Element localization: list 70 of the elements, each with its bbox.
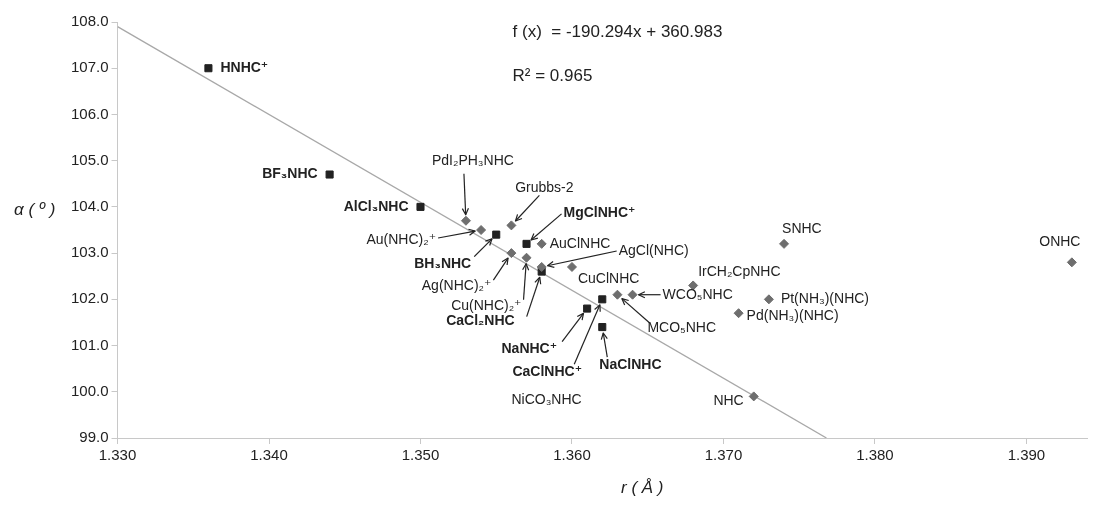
point — [583, 304, 592, 313]
annotation: Pd(NH₃)(NHC) — [746, 307, 839, 324]
annotation: HNHC⁺ — [220, 59, 269, 76]
point — [204, 64, 213, 73]
point — [748, 391, 759, 402]
annotation: BF₃NHC — [262, 165, 318, 182]
x-tick-label: 1.340 — [250, 446, 288, 464]
annotation: MCO₅NHC — [647, 318, 717, 335]
annotation: WCO₅NHC — [662, 285, 733, 302]
y-tick-label: 100.0 — [70, 381, 109, 399]
point — [733, 308, 744, 319]
point — [598, 323, 607, 332]
point — [598, 295, 607, 304]
x-axis-title: r ( Å ) — [621, 477, 664, 497]
annotation: SNHC — [782, 219, 822, 236]
annotation: f (x) = -190.294x + 360.983 — [512, 21, 723, 41]
y-axis-title: α ( º ) — [14, 199, 56, 219]
x-tick-label: 1.360 — [553, 446, 591, 464]
point — [612, 289, 623, 300]
point — [460, 215, 471, 226]
y-tick-label: 107.0 — [70, 58, 109, 76]
annotation: Cu(NHC)₂⁺ — [451, 296, 522, 313]
annotation: NHC — [713, 392, 744, 409]
y-tick-label: 103.0 — [70, 243, 109, 261]
point — [521, 252, 532, 263]
point — [522, 239, 531, 248]
y-tick-label: 101.0 — [70, 335, 109, 353]
annotation: MgClNHC⁺ — [563, 203, 636, 220]
y-tick-label: 99.0 — [79, 428, 109, 446]
annotation: AlCl₃NHC — [343, 197, 409, 214]
annotation: BH₃NHC — [414, 255, 472, 272]
annotation: NaNHC⁺ — [501, 340, 558, 357]
annotation: AgCl(NHC) — [618, 241, 689, 258]
point — [325, 170, 334, 179]
annotation: IrCH₂CpNHC — [698, 263, 781, 280]
y-tick-label: 104.0 — [70, 197, 109, 215]
point — [416, 202, 425, 211]
point — [627, 289, 638, 300]
point — [506, 248, 517, 259]
x-tick-label: 1.330 — [98, 446, 137, 464]
y-tick-label: 102.0 — [70, 289, 109, 307]
y-tick-label: 105.0 — [70, 150, 109, 168]
point — [566, 261, 577, 272]
y-tick-label: 106.0 — [70, 104, 109, 122]
x-tick-label: 1.350 — [401, 446, 440, 464]
x-tick-label: 1.370 — [704, 446, 743, 464]
annotation: Au(NHC)₂⁺ — [366, 230, 437, 247]
point — [536, 261, 547, 272]
annotation: ONHC — [1039, 233, 1081, 250]
annotation: PdI₂PH₃NHC — [431, 151, 514, 168]
point — [492, 230, 501, 239]
annotation: CaClNHC⁺ — [512, 363, 583, 380]
point — [476, 225, 487, 235]
y-tick-label: 108.0 — [70, 12, 109, 30]
point — [779, 238, 790, 249]
annotation: NiCO₃NHC — [511, 390, 582, 407]
x-tick-label: 1.380 — [856, 446, 894, 464]
point — [506, 220, 517, 231]
annotation: CuClNHC — [577, 269, 640, 286]
point — [1066, 257, 1077, 268]
annotation: Grubbs-2 — [515, 179, 574, 196]
annotation: NaClNHC — [599, 355, 662, 372]
annotation: R² = 0.965 — [512, 65, 593, 85]
point — [536, 238, 547, 249]
annotation: AuClNHC — [549, 234, 611, 251]
point — [763, 294, 774, 305]
x-tick-label: 1.390 — [1007, 446, 1046, 464]
annotation: Pt(NH₃)(NHC) — [780, 290, 870, 307]
annotation: Ag(NHC)₂⁺ — [421, 276, 492, 293]
annotation: CaCl₂NHC — [446, 312, 515, 329]
